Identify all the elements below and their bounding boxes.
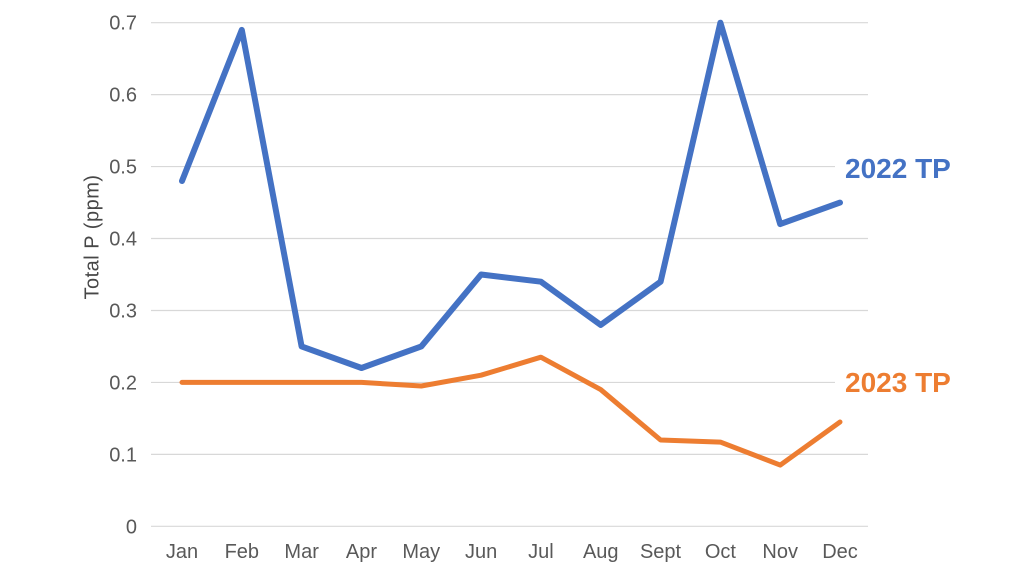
x-tick-label-may: May [402,541,440,563]
x-tick-label-dec: Dec [822,541,858,563]
y-tick-label: 0.5 [109,157,137,179]
x-tick-label-jun: Jun [465,541,497,563]
x-tick-label-apr: Apr [346,541,377,563]
y-tick-label: 0.6 [109,85,137,107]
y-tick-label: 0.4 [109,229,137,251]
y-axis-title: Total P (ppm) [81,174,104,300]
x-axis-tick-labels: Jan Feb Mar Apr May Jun Jul Aug Sept Oct Nov Dec [166,541,858,563]
x-tick-label-nov: Nov [762,541,798,563]
y-tick-label: 0.3 [109,300,137,322]
x-tick-label-mar: Mar [284,541,319,563]
y-tick-label: 0 [126,516,137,538]
x-tick-label-feb: Feb [225,541,259,563]
gridlines [151,22,868,527]
x-tick-label-oct: Oct [705,541,737,563]
y-tick-label: 0.1 [109,444,137,466]
series-lines [179,19,843,468]
y-tick-label: 0.2 [109,372,137,394]
series-label-2023-tp: 2023 TP [835,369,955,399]
x-tick-label-aug: Aug [583,541,619,563]
series-label-2022-tp: 2022 TP [835,155,955,185]
x-tick-label-jan: Jan [166,541,198,563]
x-tick-label-jul: Jul [528,541,554,563]
y-axis-tick-labels: 0 0.1 0.2 0.3 0.4 0.5 0.6 0.7 [109,13,137,539]
series-line-2023-tp [179,354,843,468]
series-line-2022-tp [179,19,843,371]
y-tick-label: 0.7 [109,13,137,35]
x-tick-label-sept: Sept [640,541,682,563]
